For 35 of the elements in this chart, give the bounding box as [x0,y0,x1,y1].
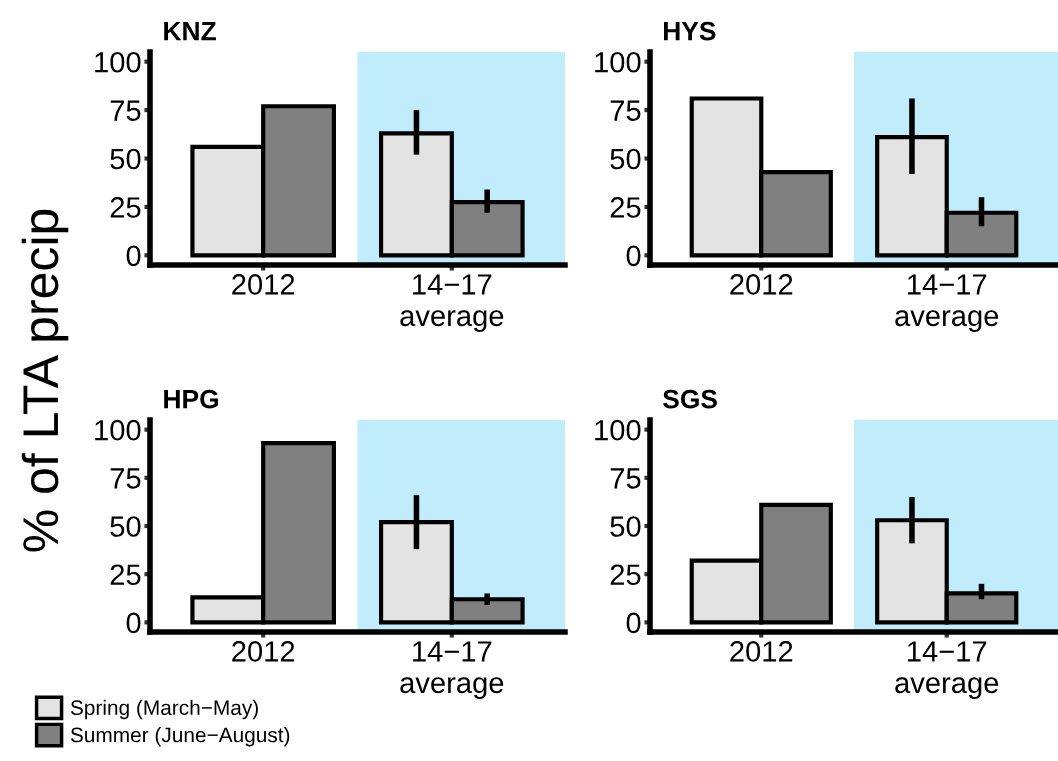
y-tick-label: 75 [110,468,141,489]
chart-title: HPG [164,389,218,409]
y-tick-label: 100 [595,51,641,73]
legend-label: Summer (June−August) [70,727,290,747]
y-axis-title: % of LTA precip [21,209,69,552]
x-tick-label: 14−17 average [895,641,999,699]
y-tick-label: 75 [610,100,641,121]
legend-label: Spring (March−May) [70,699,258,720]
x-tick-label: 14−17 average [400,641,504,699]
chart-title: HYS [664,21,716,41]
y-tick-label: 0 [126,245,141,267]
y-tick-label: 75 [110,100,141,121]
y-tick-label: 25 [110,564,141,586]
x-tick-label: 2012 [232,641,295,662]
y-tick-label: 75 [610,468,641,489]
y-tick-label: 0 [126,612,141,634]
x-tick-label: 2012 [730,641,793,662]
y-tick-label: 100 [95,419,141,441]
chart-title: KNZ [164,21,216,41]
y-tick-label: 100 [95,51,141,73]
y-tick-label: 0 [626,245,641,267]
y-tick-label: 100 [595,419,641,441]
x-tick-label: 2012 [730,274,793,295]
chart-title: SGS [663,389,717,409]
y-tick-label: 50 [610,516,641,537]
y-tick-label: 25 [610,197,641,218]
y-tick-label: 25 [110,197,141,218]
y-tick-label: 25 [610,564,641,586]
y-tick-label: 50 [610,148,641,170]
x-tick-label: 2012 [232,274,295,295]
x-tick-label: 14−17 average [895,274,999,332]
y-tick-label: 0 [626,612,641,634]
y-tick-label: 50 [110,516,141,537]
y-tick-label: 50 [110,148,141,170]
x-tick-label: 14−17 average [400,274,504,332]
